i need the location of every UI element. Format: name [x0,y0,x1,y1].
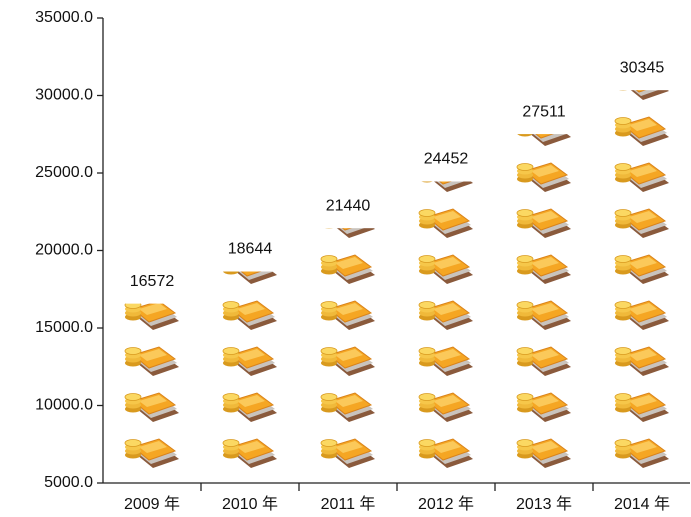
value-label: 24452 [424,151,469,168]
x-tick-label: 2011 年 [321,495,376,513]
x-tick-label: 2012 年 [418,495,474,513]
y-tick-label: 30000.0 [35,87,93,104]
icon-bar [612,90,672,483]
value-label: 30345 [620,59,665,76]
value-label: 16572 [130,273,175,290]
value-label: 18644 [228,241,273,258]
y-tick-label: 20000.0 [35,242,93,259]
y-tick-label: 15000.0 [35,319,93,336]
x-tick-label: 2009 年 [124,495,180,513]
x-tick-label: 2013 年 [516,495,572,513]
icon-bar [220,271,280,483]
value-label: 21440 [326,197,371,214]
y-tick-label: 35000.0 [35,9,93,26]
y-tick-label: 5000.0 [44,474,93,491]
y-tick-label: 10000.0 [35,397,93,414]
x-tick-label: 2014 年 [614,495,670,513]
icon-bar [122,303,182,483]
y-tick-label: 25000.0 [35,164,93,181]
icon-bar [514,134,574,483]
value-label: 27511 [522,103,565,120]
icon-bar [416,181,476,483]
icon-bar [318,228,378,483]
x-tick-label: 2010 年 [222,495,278,513]
